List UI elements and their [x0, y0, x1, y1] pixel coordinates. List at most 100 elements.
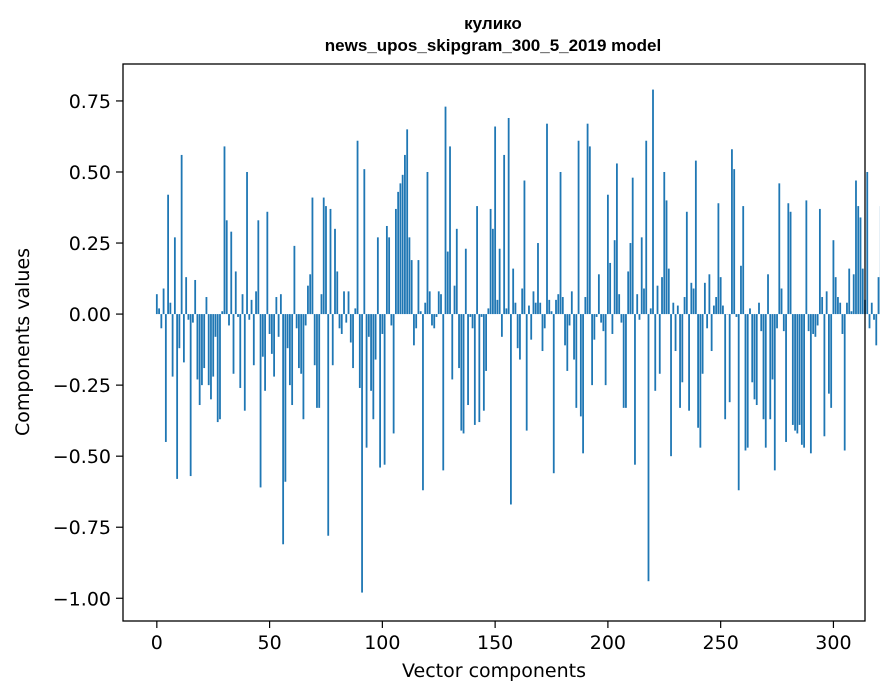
bar: [194, 279, 197, 315]
bar: [525, 314, 528, 431]
bar: [370, 314, 372, 391]
bar: [573, 314, 575, 360]
bar: [322, 197, 325, 315]
bar: [584, 297, 587, 315]
bar: [228, 314, 230, 326]
bar: [866, 171, 869, 315]
bar: [252, 314, 255, 366]
bar: [478, 314, 481, 423]
bar: [685, 211, 688, 315]
bar: [640, 237, 643, 315]
bar: [722, 305, 724, 315]
bar: [828, 314, 830, 394]
bar: [205, 297, 208, 315]
bar: [279, 294, 282, 315]
bar: [663, 171, 666, 315]
bar: [171, 314, 174, 377]
bar: [361, 314, 363, 593]
bar: [316, 314, 318, 408]
bar: [787, 203, 790, 315]
bar: [241, 294, 244, 315]
bar: [210, 314, 212, 400]
bar: [703, 282, 706, 315]
bar: [331, 314, 334, 366]
bar: [158, 308, 160, 315]
y-tick-label: −0.75: [53, 517, 111, 539]
bar: [537, 243, 539, 315]
bar: [764, 314, 767, 448]
bar: [823, 314, 826, 437]
bar: [794, 314, 796, 431]
bar: [480, 314, 483, 317]
bar: [681, 314, 684, 383]
bar: [160, 314, 163, 329]
chart-title-line-1: кулико: [464, 14, 522, 33]
bar: [336, 271, 339, 315]
bar: [837, 297, 839, 315]
bar: [597, 274, 600, 315]
bar: [604, 314, 607, 386]
x-tick-label: 300: [815, 632, 851, 654]
bar: [638, 314, 641, 320]
bar: [173, 237, 176, 315]
bar: [649, 308, 652, 315]
bar: [268, 314, 271, 334]
bar: [309, 274, 312, 315]
bar: [440, 294, 442, 315]
bar: [340, 314, 343, 334]
bar: [329, 208, 332, 315]
bar: [214, 314, 217, 337]
x-tick-label: 200: [590, 632, 626, 654]
bar: [237, 314, 239, 317]
bar: [841, 314, 844, 334]
bar: [717, 203, 720, 315]
bar: [724, 314, 727, 420]
bar: [419, 311, 422, 315]
bar: [731, 149, 733, 315]
bar: [616, 163, 618, 315]
bar: [431, 314, 433, 326]
bar: [435, 314, 438, 317]
bar: [397, 191, 400, 315]
bar: [374, 314, 377, 360]
bar: [586, 123, 589, 315]
plot-frame: [122, 63, 866, 622]
bar: [399, 183, 402, 315]
bar: [674, 314, 677, 352]
bar: [805, 200, 808, 315]
x-axis-ticks: 0 50 100 150 200 250 300: [151, 621, 852, 654]
bar: [593, 314, 596, 340]
bar: [690, 282, 693, 315]
bar: [778, 183, 781, 315]
bar: [264, 314, 266, 391]
bar: [514, 302, 517, 315]
bar: [543, 314, 546, 329]
bar: [568, 314, 571, 326]
bar: [345, 314, 348, 323]
y-tick-label: −1.00: [53, 588, 111, 610]
bar: [358, 314, 361, 388]
bar: [313, 314, 316, 366]
bar: [300, 314, 303, 374]
bar: [769, 314, 772, 420]
bar: [185, 277, 188, 315]
bar: [394, 208, 397, 315]
bar: [176, 314, 179, 479]
bar: [753, 314, 756, 400]
bar: [243, 314, 246, 411]
bar: [771, 314, 774, 380]
bar: [534, 302, 537, 315]
bar: [672, 302, 675, 315]
bar: [564, 314, 566, 346]
x-tick-label: 250: [703, 632, 739, 654]
bar: [846, 302, 848, 315]
bar: [460, 314, 463, 431]
x-axis-label: Vector components: [402, 660, 586, 682]
bar: [735, 314, 738, 317]
bar: [155, 294, 158, 315]
bar: [410, 260, 413, 315]
bar: [555, 299, 557, 315]
bar: [595, 314, 598, 317]
bar: [868, 314, 871, 329]
bar: [600, 314, 603, 323]
